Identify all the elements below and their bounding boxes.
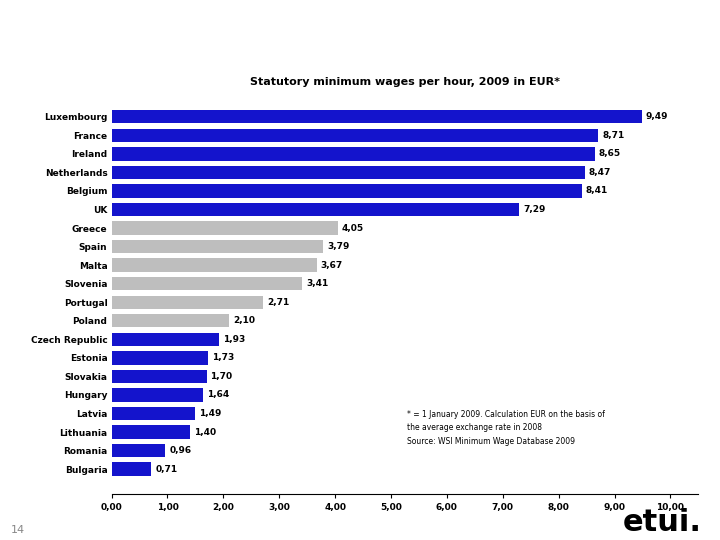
- Bar: [112, 388, 203, 402]
- Bar: [112, 370, 207, 383]
- Text: 1,49: 1,49: [199, 409, 221, 418]
- Text: 1,93: 1,93: [223, 335, 246, 344]
- Bar: [112, 462, 151, 476]
- Text: 8,65: 8,65: [599, 150, 621, 158]
- Bar: [112, 333, 220, 346]
- Bar: [112, 129, 598, 142]
- Bar: [112, 203, 519, 216]
- Bar: [112, 351, 208, 364]
- Text: 1,73: 1,73: [212, 353, 235, 362]
- Bar: [112, 407, 195, 420]
- Text: etui.: etui.: [623, 508, 702, 537]
- Bar: [112, 166, 585, 179]
- Bar: [112, 240, 323, 253]
- Text: 9,49: 9,49: [646, 112, 668, 122]
- Text: 4,05: 4,05: [342, 224, 364, 233]
- Text: 3,41: 3,41: [306, 279, 328, 288]
- Text: 3,67: 3,67: [320, 261, 343, 269]
- Text: * = 1 January 2009. Calculation EUR on the basis of
the average exchange rate in: * = 1 January 2009. Calculation EUR on t…: [407, 410, 605, 446]
- Bar: [112, 221, 338, 235]
- Text: 8,47: 8,47: [589, 168, 611, 177]
- Bar: [112, 277, 302, 291]
- Text: 7,29: 7,29: [523, 205, 545, 214]
- Text: 1,64: 1,64: [207, 390, 230, 400]
- Text: 1,40: 1,40: [194, 428, 216, 436]
- Text: 0,71: 0,71: [156, 464, 177, 474]
- Text: 14: 14: [11, 524, 25, 535]
- Bar: [112, 444, 166, 457]
- Bar: [112, 314, 229, 327]
- Text: 3,79: 3,79: [328, 242, 350, 251]
- Bar: [112, 184, 582, 198]
- Text: 8,71: 8,71: [602, 131, 624, 140]
- Bar: [112, 147, 595, 160]
- Text: 8,41: 8,41: [585, 186, 608, 195]
- Text: 2,10: 2,10: [233, 316, 255, 325]
- Text: 1,70: 1,70: [210, 372, 233, 381]
- Title: Statutory minimum wages per hour, 2009 in EUR*: Statutory minimum wages per hour, 2009 i…: [250, 77, 560, 87]
- Text: Hourly minimum wages in Europe 2009: Hourly minimum wages in Europe 2009: [114, 41, 606, 62]
- Bar: [112, 295, 263, 309]
- Bar: [112, 259, 317, 272]
- Text: 0,96: 0,96: [169, 446, 192, 455]
- Bar: [112, 110, 642, 124]
- Text: 2,71: 2,71: [267, 298, 289, 307]
- Bar: [112, 426, 190, 438]
